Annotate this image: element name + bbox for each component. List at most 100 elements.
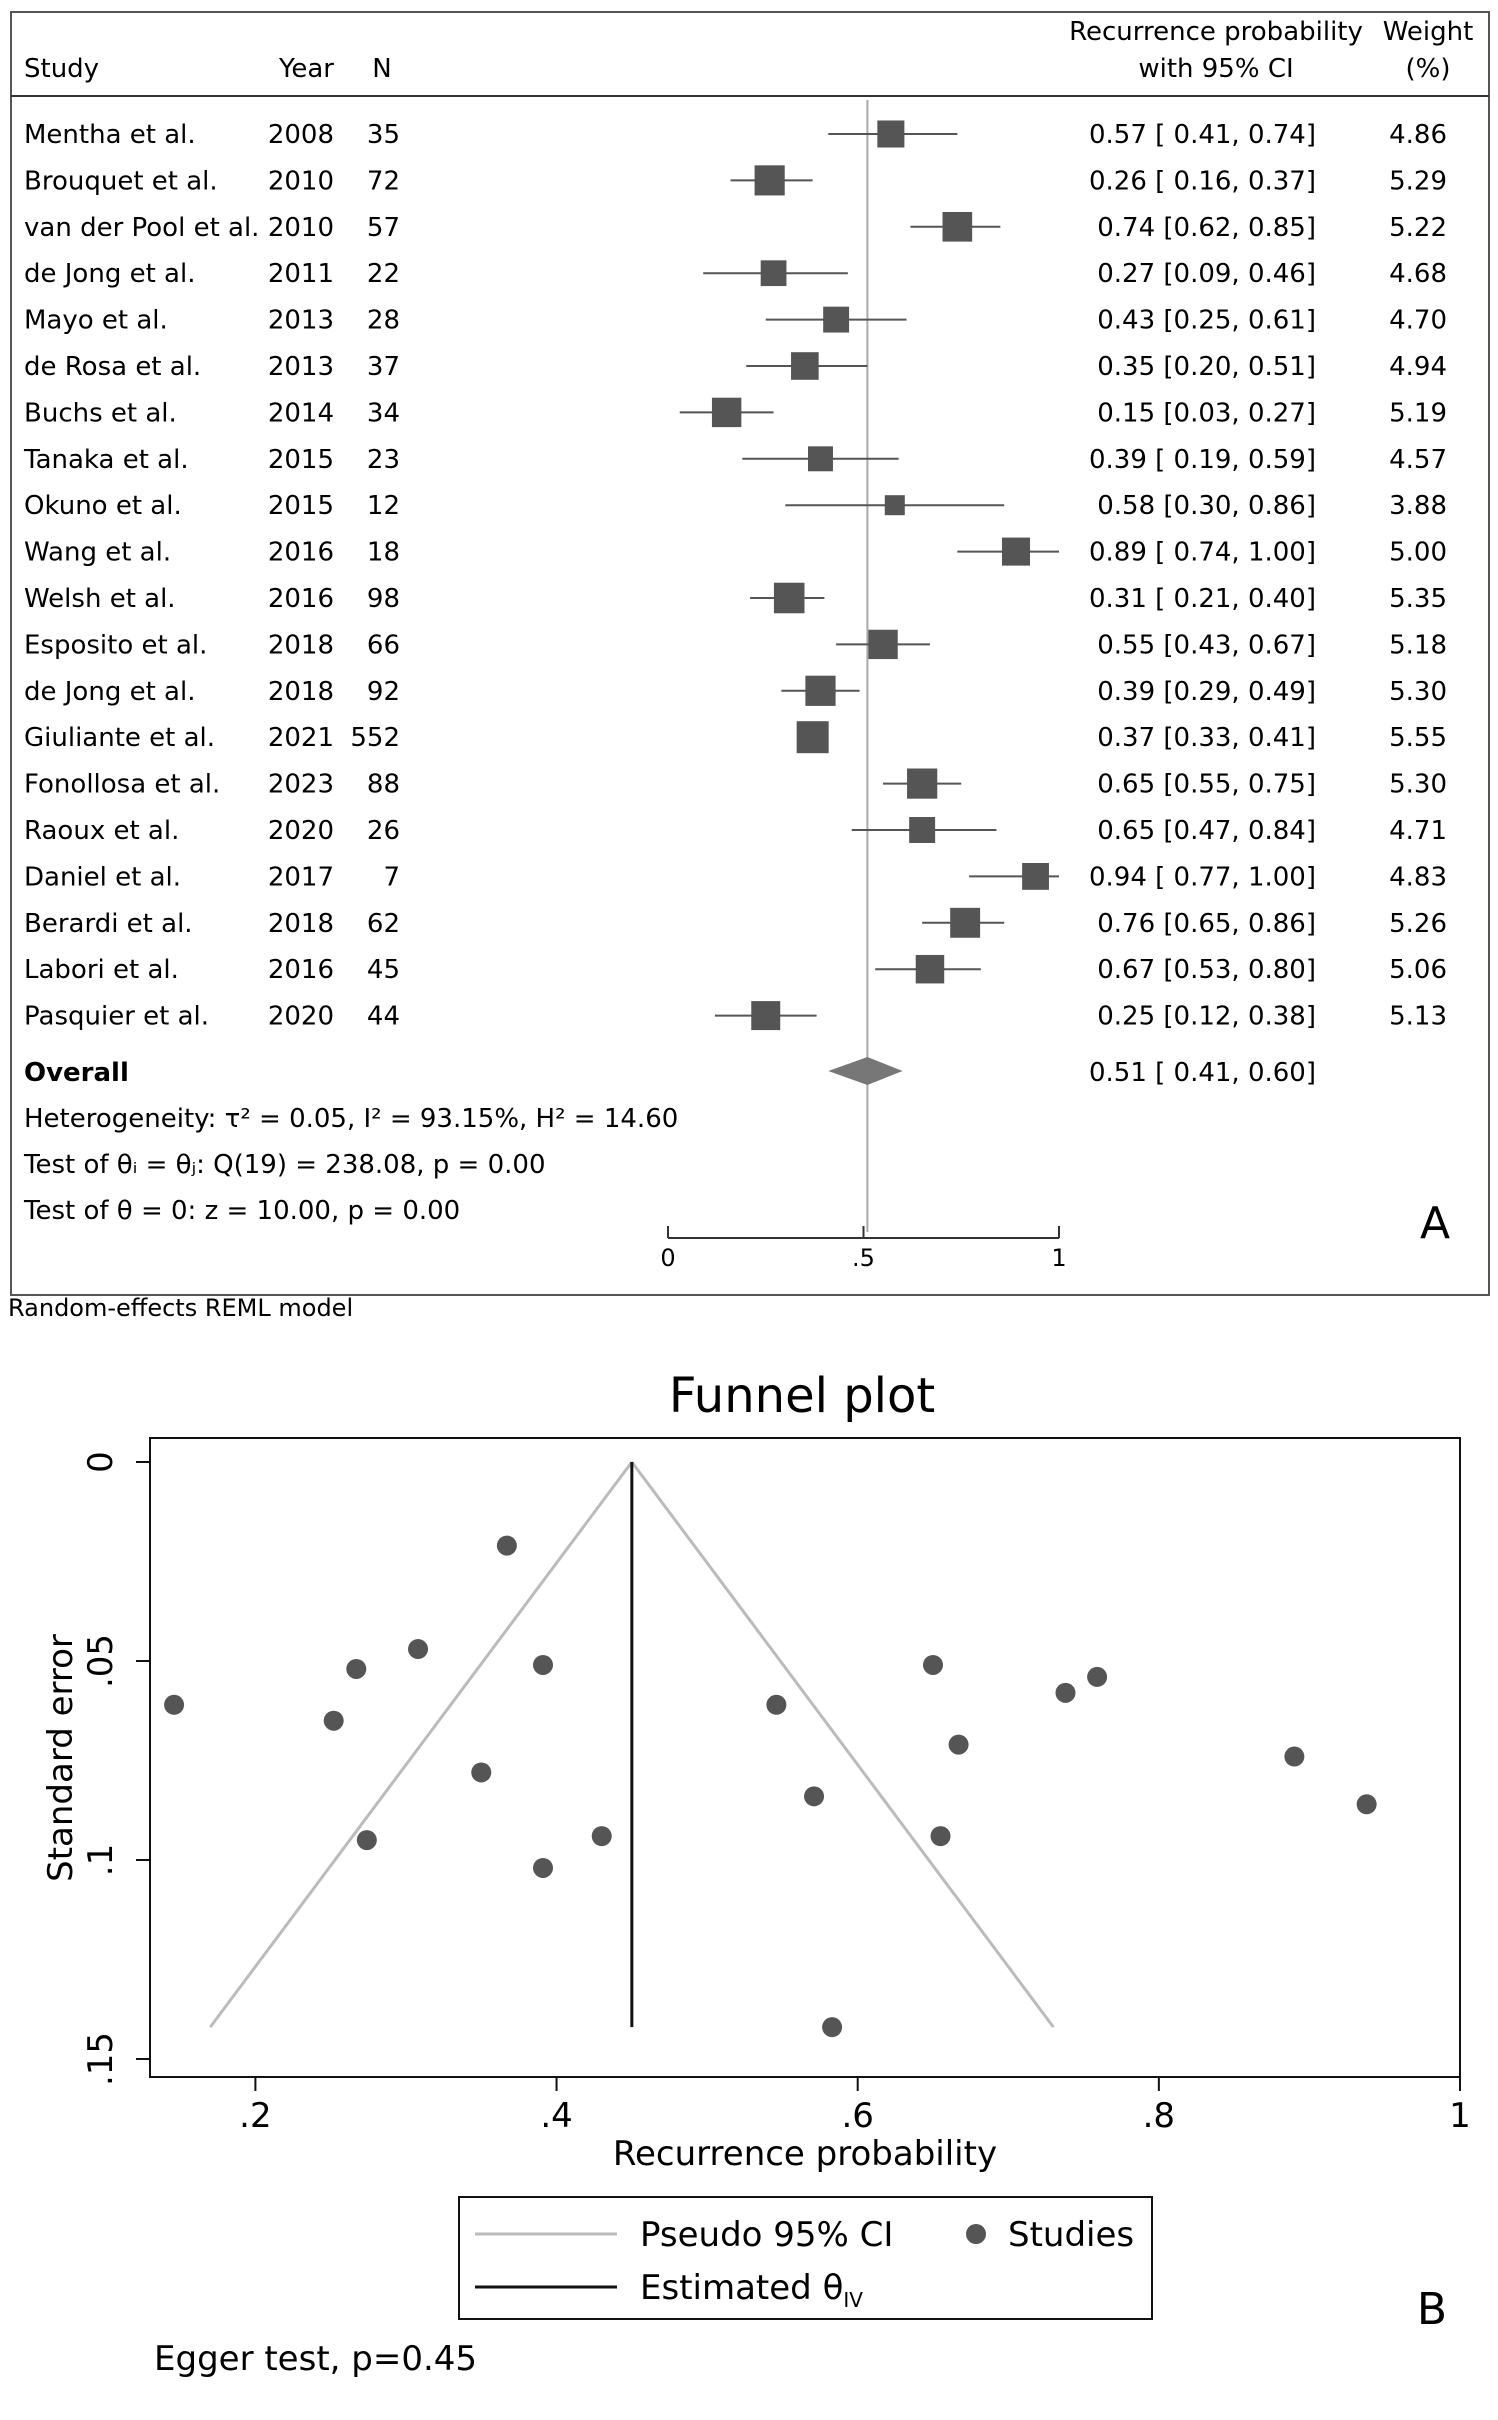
study-point (164, 1694, 185, 1715)
study-estimate-marker (909, 817, 936, 843)
study-ci-text: 0.94 [ 0.77, 1.00] (1089, 862, 1316, 892)
funnel-y-label: Standard error (41, 1634, 81, 1882)
study-estimate-marker (877, 120, 905, 148)
study-weight: 5.00 (1389, 538, 1447, 568)
study-name: Pasquier et al. (24, 1002, 209, 1032)
study-name: Mayo et al. (24, 306, 168, 336)
study-point (496, 1535, 517, 1556)
study-n: 45 (367, 955, 400, 985)
header-weight-line1: Weight (1383, 17, 1474, 47)
legend-studies-label: Studies (1008, 2215, 1134, 2255)
study-name: Mentha et al. (24, 120, 196, 150)
study-n: 72 (367, 166, 400, 196)
panel-letter-b: B (1417, 2284, 1447, 2335)
study-weight: 5.19 (1389, 398, 1447, 428)
study-estimate-marker (808, 446, 833, 472)
study-point (1284, 1746, 1305, 1767)
legend-studies-swatch (966, 2224, 986, 2244)
forest-row: de Jong et al. 2011 22 0.27 [0.09, 0.46] 4.6… (24, 259, 1447, 289)
study-estimate-marker (773, 582, 805, 614)
funnel-x-tick-label: .4 (540, 2096, 572, 2136)
study-estimate-marker (805, 675, 836, 706)
study-estimate-marker (760, 260, 787, 287)
header-study: Study (24, 54, 99, 84)
study-name: Wang et al. (24, 538, 171, 568)
study-name: Daniel et al. (24, 862, 181, 892)
study-ci-text: 0.15 [0.03, 0.27] (1097, 398, 1316, 428)
study-n: 34 (367, 398, 400, 428)
header-year: Year (278, 54, 334, 84)
study-point (822, 2017, 843, 2038)
legend-estimate-sub: IV (843, 2288, 863, 2312)
legend-box (458, 2196, 1153, 2320)
study-year: 2015 (268, 491, 334, 521)
funnel-y-tick-label: .15 (81, 2032, 121, 2086)
study-weight: 4.70 (1389, 306, 1447, 336)
study-point (1055, 1682, 1076, 1703)
study-ci-text: 0.67 [0.53, 0.80] (1097, 955, 1316, 985)
study-point (948, 1734, 969, 1755)
funnel-y-tick-label: 0 (81, 1451, 121, 1473)
study-name: Brouquet et al. (24, 166, 218, 196)
study-estimate-marker (823, 306, 850, 333)
study-name: de Jong et al. (24, 677, 195, 707)
study-year: 2018 (268, 909, 334, 939)
panel-letter-a: A (1420, 1198, 1450, 1249)
study-n: 23 (367, 445, 400, 475)
funnel-y-tick-label: .1 (81, 1844, 121, 1876)
study-weight: 5.30 (1389, 770, 1447, 800)
study-point (804, 1786, 825, 1807)
funnel-plot-frame (149, 1437, 1461, 2078)
study-weight: 5.18 (1389, 630, 1447, 660)
funnel-y-axis: 0 .05 .1 .15 (81, 1451, 150, 2086)
test-equal-text: Test of θᵢ = θⱼ: Q(19) = 238.08, p = 0.0… (23, 1150, 546, 1180)
funnel-legend: Pseudo 95% CI Studies Estimated θIV (458, 2196, 1153, 2320)
study-weight: 5.35 (1389, 584, 1447, 614)
study-n: 62 (367, 909, 400, 939)
study-estimate-marker (1022, 862, 1049, 890)
study-point (533, 1857, 553, 1878)
study-n: 22 (367, 259, 400, 289)
funnel-x-tick-label: .8 (1143, 2096, 1175, 2136)
study-weight: 4.94 (1389, 352, 1447, 382)
study-point (323, 1710, 344, 1731)
study-n: 28 (367, 306, 400, 336)
study-name: Fonollosa et al. (24, 770, 220, 800)
forest-row: Brouquet et al. 2010 72 0.26 [ 0.16, 0.37] 5… (24, 165, 1447, 196)
study-n: 92 (367, 677, 400, 707)
study-ci-text: 0.65 [0.47, 0.84] (1097, 816, 1316, 846)
funnel-y-tick-label: .05 (81, 1634, 121, 1688)
study-n: 26 (367, 816, 400, 846)
study-ci-text: 0.39 [ 0.19, 0.59] (1089, 445, 1316, 475)
forest-row: Esposito et al. 2018 66 0.55 [0.43, 0.67] 5.… (24, 629, 1447, 660)
study-name: de Jong et al. (24, 259, 195, 289)
header-weight-line2: (%) (1406, 54, 1451, 84)
forest-row: Welsh et al. 2016 98 0.31 [ 0.21, 0.40] 5.35 (24, 582, 1447, 614)
study-ci-text: 0.43 [0.25, 0.61] (1097, 306, 1316, 336)
funnel-x-label: Recurrence probability (613, 2134, 997, 2174)
study-n: 7 (383, 862, 400, 892)
study-year: 2016 (268, 584, 334, 614)
study-estimate-marker (915, 954, 945, 984)
study-name: Tanaka et al. (23, 445, 189, 475)
study-weight: 5.06 (1389, 955, 1447, 985)
forest-axis-tick-label: .5 (852, 1244, 875, 1272)
study-name: van der Pool et al. (24, 213, 259, 243)
study-weight: 4.68 (1389, 259, 1447, 289)
study-year: 2018 (268, 630, 334, 660)
funnel-plot: Funnel plot .2 .4 .6 .8 1 0 .05 .1 .15 Recurren… (41, 1368, 1471, 2379)
funnel-pseudo-ci (209, 1461, 1055, 2029)
forest-row: de Jong et al. 2018 92 0.39 [0.29, 0.49] 5.3… (24, 675, 1447, 707)
study-ci-text: 0.35 [0.20, 0.51] (1097, 352, 1316, 382)
study-n: 552 (350, 723, 400, 753)
study-ci-text: 0.58 [0.30, 0.86] (1097, 491, 1316, 521)
study-point (346, 1658, 367, 1679)
study-year: 2010 (268, 166, 334, 196)
header-ci-line2: with 95% CI (1138, 54, 1293, 84)
study-ci-text: 0.74 [0.62, 0.85] (1097, 213, 1316, 243)
forest-row: Giuliante et al. 2021 552 0.37 [0.33, 0.41]… (24, 721, 1447, 754)
study-year: 2008 (268, 120, 334, 150)
forest-row: Berardi et al. 2018 62 0.76 [0.65, 0.86] 5.2… (24, 907, 1447, 939)
overall-ci-text: 0.51 [ 0.41, 0.60] (1089, 1058, 1316, 1088)
study-estimate-marker (751, 1001, 781, 1031)
